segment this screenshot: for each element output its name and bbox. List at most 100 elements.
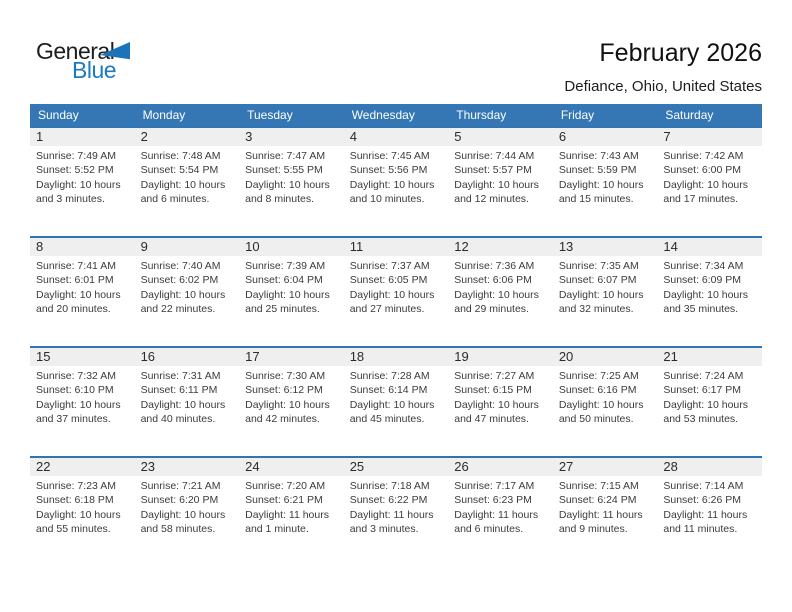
daylight-text: Daylight: 10 hours and 32 minutes.: [558, 288, 644, 315]
day-details: Sunrise: 7:35 AM Sunset: 6:07 PM Dayligh…: [553, 256, 658, 316]
sunset-text: Sunset: 5:52 PM: [36, 164, 114, 177]
day-details: Sunrise: 7:18 AM Sunset: 6:22 PM Dayligh…: [344, 476, 449, 536]
day-details: Sunrise: 7:48 AM Sunset: 5:54 PM Dayligh…: [135, 146, 240, 206]
sunset-text: Sunset: 6:05 PM: [349, 274, 428, 287]
day-details: Sunrise: 7:24 AM Sunset: 6:17 PM Dayligh…: [657, 366, 762, 426]
sunrise-text: Sunrise: 7:44 AM: [454, 150, 535, 162]
day-number: 22: [30, 458, 135, 476]
day-number: 25: [343, 458, 449, 476]
daylight-text: Daylight: 10 hours and 20 minutes.: [36, 288, 121, 315]
day-number: 20: [552, 348, 658, 366]
sunset-text: Sunset: 6:24 PM: [558, 494, 637, 507]
sunset-text: Sunset: 6:09 PM: [663, 274, 742, 287]
sunrise-text: Sunrise: 7:49 AM: [36, 150, 116, 162]
daylight-text: Daylight: 10 hours and 22 minutes.: [140, 288, 226, 315]
daylight-text: Daylight: 10 hours and 17 minutes.: [663, 178, 749, 205]
day-cell: 18 Sunrise: 7:28 AM Sunset: 6:14 PM Dayl…: [343, 346, 449, 457]
day-number: 4: [343, 128, 449, 146]
day-details: Sunrise: 7:21 AM Sunset: 6:20 PM Dayligh…: [135, 476, 240, 536]
daylight-text: Daylight: 10 hours and 45 minutes.: [349, 398, 435, 425]
daylight-text: Daylight: 10 hours and 55 minutes.: [36, 508, 121, 535]
weekday-thursday: Thursday: [448, 104, 553, 127]
sunrise-text: Sunrise: 7:23 AM: [36, 480, 116, 492]
daylight-text: Daylight: 11 hours and 3 minutes.: [349, 508, 434, 535]
sunrise-text: Sunrise: 7:43 AM: [558, 150, 639, 162]
sunrise-text: Sunrise: 7:15 AM: [558, 480, 639, 492]
sunrise-text: Sunrise: 7:30 AM: [245, 370, 326, 382]
day-cell: 6 Sunrise: 7:43 AM Sunset: 5:59 PM Dayli…: [552, 126, 658, 237]
daylight-text: Daylight: 10 hours and 8 minutes.: [245, 178, 330, 205]
sunset-text: Sunset: 6:07 PM: [558, 274, 637, 287]
sunrise-text: Sunrise: 7:21 AM: [140, 480, 221, 492]
weekday-tuesday: Tuesday: [239, 104, 344, 127]
sunset-text: Sunset: 6:11 PM: [140, 384, 218, 397]
day-details: Sunrise: 7:28 AM Sunset: 6:14 PM Dayligh…: [344, 366, 449, 426]
day-number: 11: [343, 238, 449, 256]
sunset-text: Sunset: 5:55 PM: [245, 164, 323, 177]
day-number: 7: [657, 128, 762, 146]
sunset-text: Sunset: 5:57 PM: [454, 164, 532, 177]
day-cell: 16 Sunrise: 7:31 AM Sunset: 6:11 PM Dayl…: [134, 346, 240, 457]
day-details: Sunrise: 7:14 AM Sunset: 6:26 PM Dayligh…: [657, 476, 762, 536]
sunset-text: Sunset: 5:54 PM: [140, 164, 219, 177]
day-details: Sunrise: 7:23 AM Sunset: 6:18 PM Dayligh…: [30, 476, 135, 536]
day-cell: 9 Sunrise: 7:40 AM Sunset: 6:02 PM Dayli…: [134, 236, 240, 347]
day-details: Sunrise: 7:17 AM Sunset: 6:23 PM Dayligh…: [448, 476, 553, 536]
daylight-text: Daylight: 11 hours and 11 minutes.: [663, 508, 748, 535]
sunrise-text: Sunrise: 7:20 AM: [245, 480, 326, 492]
sunset-text: Sunset: 6:12 PM: [245, 384, 323, 397]
day-cell: 25 Sunrise: 7:18 AM Sunset: 6:22 PM Dayl…: [343, 456, 449, 567]
calendar-grid: Sunday Monday Tuesday Wednesday Thursday…: [30, 104, 762, 567]
day-details: Sunrise: 7:32 AM Sunset: 6:10 PM Dayligh…: [30, 366, 135, 426]
day-cell: 14 Sunrise: 7:34 AM Sunset: 6:09 PM Dayl…: [657, 236, 762, 347]
day-number: 13: [552, 238, 658, 256]
day-number: 24: [239, 458, 344, 476]
sunset-text: Sunset: 6:21 PM: [245, 494, 323, 507]
day-cell: 17 Sunrise: 7:30 AM Sunset: 6:12 PM Dayl…: [239, 346, 344, 457]
day-number: 12: [448, 238, 553, 256]
daylight-text: Daylight: 10 hours and 6 minutes.: [140, 178, 226, 205]
day-number: 9: [134, 238, 240, 256]
sunset-text: Sunset: 6:02 PM: [140, 274, 219, 287]
daylight-text: Daylight: 10 hours and 53 minutes.: [663, 398, 749, 425]
day-number: 2: [134, 128, 240, 146]
sunrise-text: Sunrise: 7:39 AM: [245, 260, 326, 272]
sunrise-text: Sunrise: 7:42 AM: [663, 150, 744, 162]
day-cell: 8 Sunrise: 7:41 AM Sunset: 6:01 PM Dayli…: [30, 236, 135, 347]
day-cell: 19 Sunrise: 7:27 AM Sunset: 6:15 PM Dayl…: [448, 346, 553, 457]
day-cell: 5 Sunrise: 7:44 AM Sunset: 5:57 PM Dayli…: [448, 126, 553, 237]
sunrise-text: Sunrise: 7:25 AM: [558, 370, 639, 382]
sunset-text: Sunset: 6:23 PM: [454, 494, 532, 507]
sunrise-text: Sunrise: 7:37 AM: [349, 260, 430, 272]
day-cell: 1 Sunrise: 7:49 AM Sunset: 5:52 PM Dayli…: [30, 126, 135, 237]
day-cell: 7 Sunrise: 7:42 AM Sunset: 6:00 PM Dayli…: [657, 126, 762, 237]
sunrise-text: Sunrise: 7:47 AM: [245, 150, 326, 162]
weekday-monday: Monday: [134, 104, 240, 127]
daylight-text: Daylight: 11 hours and 9 minutes.: [558, 508, 643, 535]
day-details: Sunrise: 7:31 AM Sunset: 6:11 PM Dayligh…: [135, 366, 240, 426]
day-details: Sunrise: 7:49 AM Sunset: 5:52 PM Dayligh…: [30, 146, 135, 206]
location-subtitle: Defiance, Ohio, United States: [564, 78, 762, 95]
day-details: Sunrise: 7:44 AM Sunset: 5:57 PM Dayligh…: [448, 146, 553, 206]
sunset-text: Sunset: 6:15 PM: [454, 384, 532, 397]
daylight-text: Daylight: 11 hours and 6 minutes.: [454, 508, 539, 535]
daylight-text: Daylight: 10 hours and 27 minutes.: [349, 288, 435, 315]
day-number: 27: [552, 458, 658, 476]
day-cell: 24 Sunrise: 7:20 AM Sunset: 6:21 PM Dayl…: [239, 456, 344, 567]
day-cell: 23 Sunrise: 7:21 AM Sunset: 6:20 PM Dayl…: [134, 456, 240, 567]
sunset-text: Sunset: 6:20 PM: [140, 494, 219, 507]
day-details: Sunrise: 7:41 AM Sunset: 6:01 PM Dayligh…: [30, 256, 135, 316]
daylight-text: Daylight: 10 hours and 37 minutes.: [36, 398, 121, 425]
sunrise-text: Sunrise: 7:36 AM: [454, 260, 535, 272]
daylight-text: Daylight: 10 hours and 25 minutes.: [245, 288, 330, 315]
day-number: 10: [239, 238, 344, 256]
day-number: 19: [448, 348, 553, 366]
day-cell: 13 Sunrise: 7:35 AM Sunset: 6:07 PM Dayl…: [552, 236, 658, 347]
day-details: Sunrise: 7:43 AM Sunset: 5:59 PM Dayligh…: [553, 146, 658, 206]
day-number: 28: [657, 458, 762, 476]
day-details: Sunrise: 7:20 AM Sunset: 6:21 PM Dayligh…: [239, 476, 344, 536]
day-cell: 21 Sunrise: 7:24 AM Sunset: 6:17 PM Dayl…: [657, 346, 762, 457]
sunset-text: Sunset: 6:04 PM: [245, 274, 323, 287]
day-details: Sunrise: 7:34 AM Sunset: 6:09 PM Dayligh…: [657, 256, 762, 316]
logo-text-general: General: [36, 38, 115, 64]
